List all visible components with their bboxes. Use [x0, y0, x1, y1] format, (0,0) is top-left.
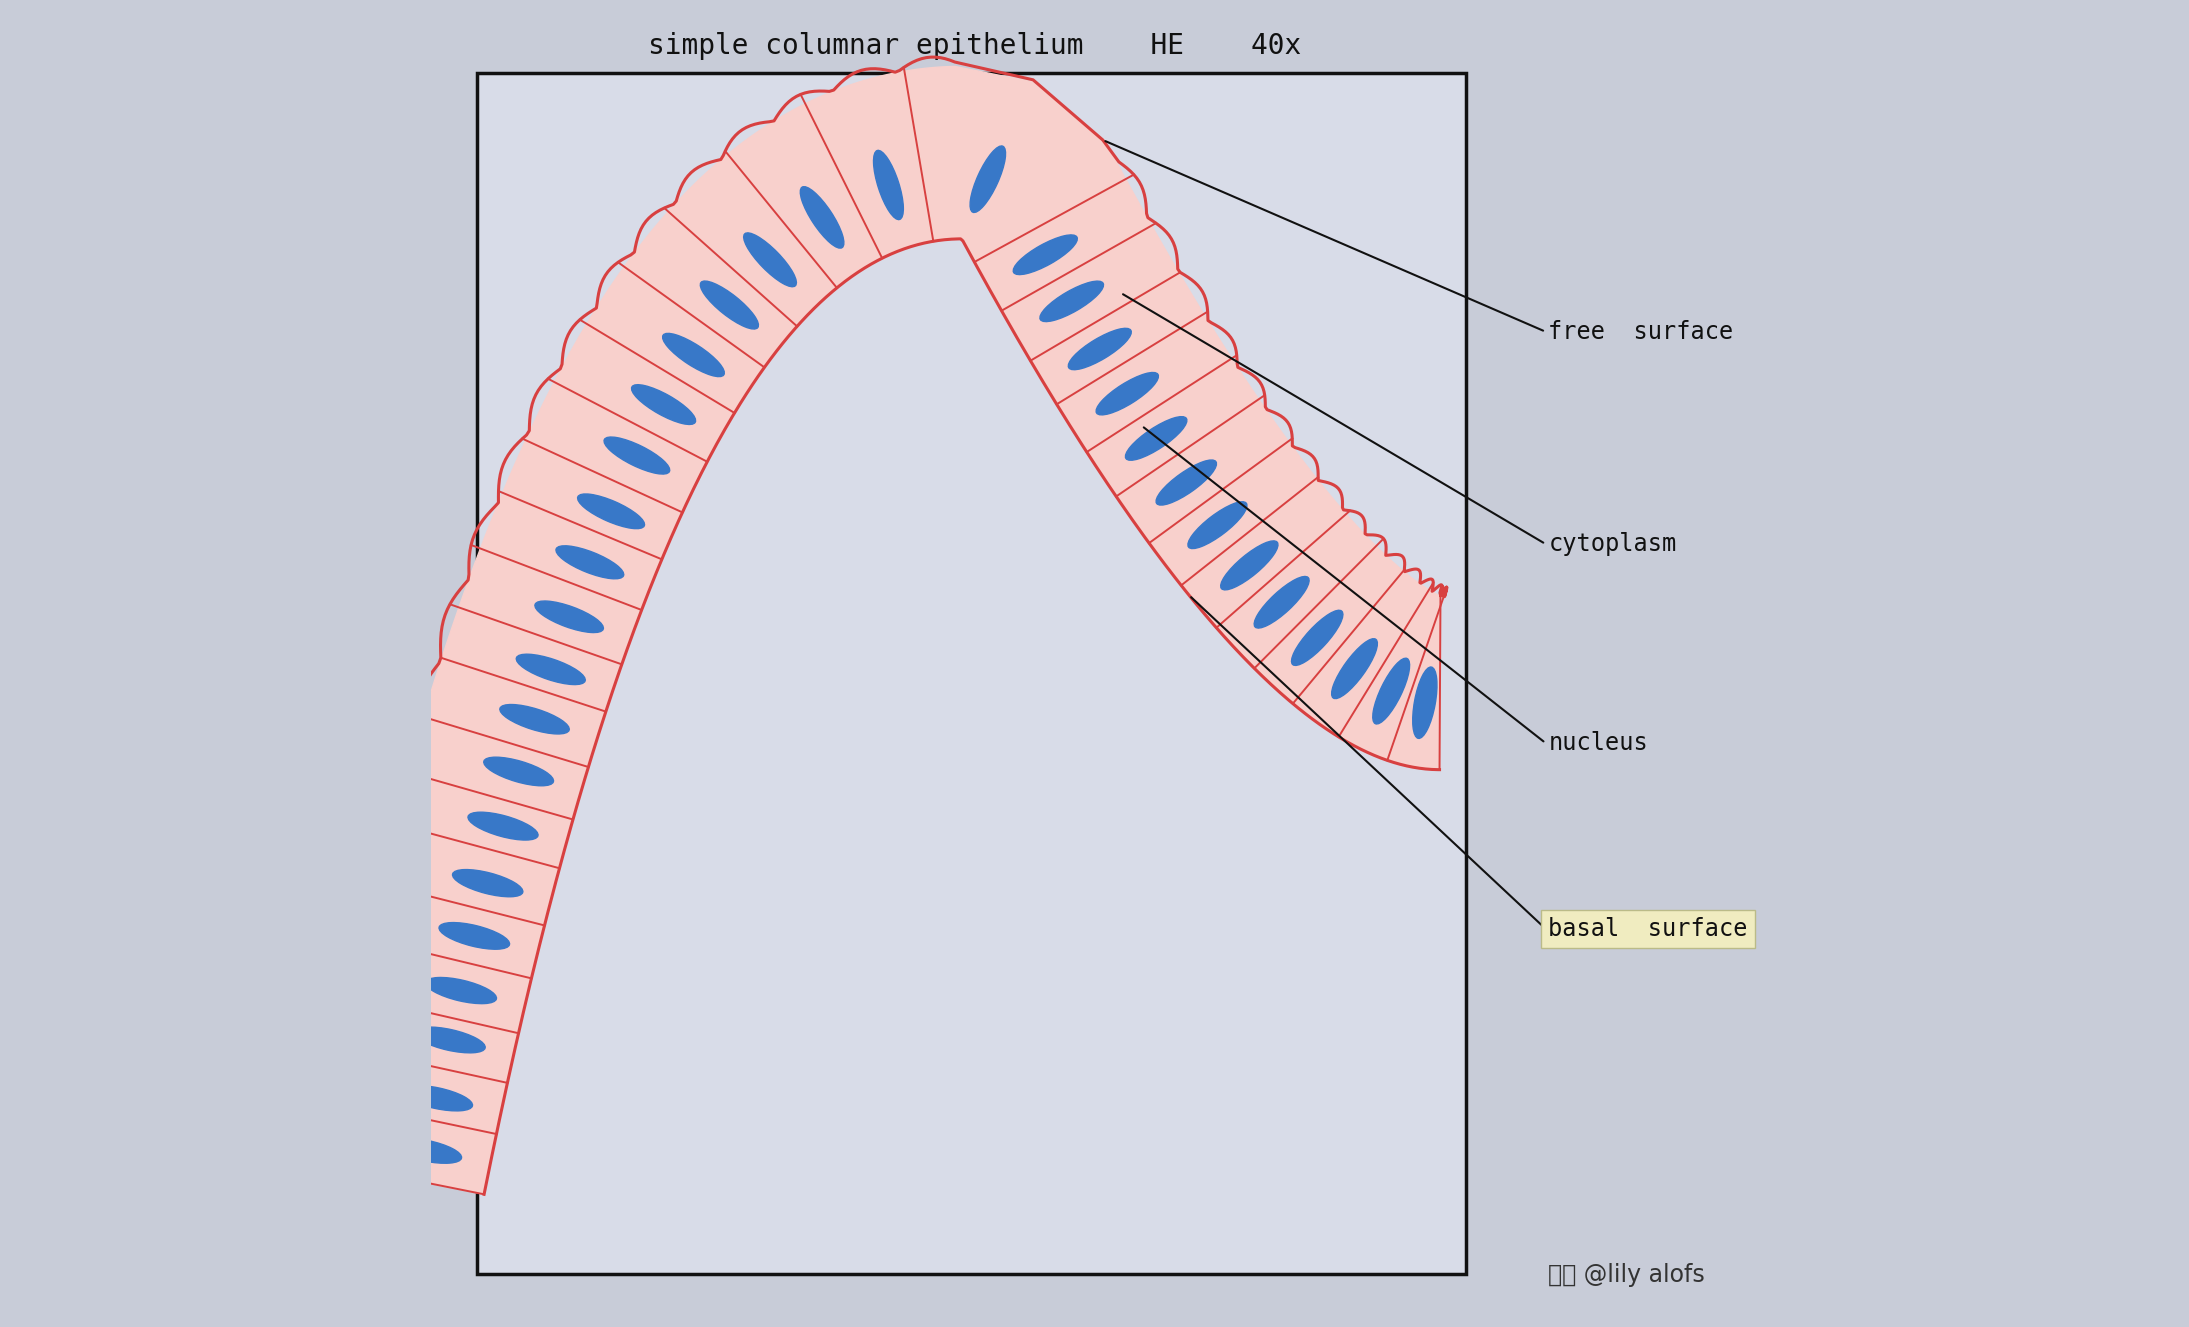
Ellipse shape [700, 281, 757, 329]
Bar [477, 73, 1467, 1274]
Ellipse shape [556, 545, 624, 579]
Ellipse shape [468, 812, 538, 840]
Ellipse shape [873, 150, 904, 219]
Ellipse shape [414, 1027, 486, 1052]
Ellipse shape [1331, 638, 1377, 698]
Ellipse shape [1014, 235, 1077, 275]
Text: nucleus: nucleus [1548, 731, 1648, 755]
Ellipse shape [1221, 541, 1278, 591]
Ellipse shape [1254, 576, 1309, 628]
Ellipse shape [801, 187, 845, 248]
Ellipse shape [1097, 373, 1158, 415]
Text: cytoplasm: cytoplasm [1548, 532, 1677, 556]
Ellipse shape [1156, 460, 1217, 506]
Text: simple columnar epithelium    HE    40x: simple columnar epithelium HE 40x [648, 32, 1302, 61]
Ellipse shape [744, 232, 797, 287]
Ellipse shape [663, 333, 725, 377]
Ellipse shape [1040, 281, 1103, 321]
Ellipse shape [1125, 417, 1186, 460]
Ellipse shape [427, 978, 497, 1003]
Ellipse shape [390, 1139, 462, 1164]
Ellipse shape [1373, 658, 1410, 725]
Ellipse shape [499, 705, 569, 734]
Ellipse shape [453, 869, 523, 897]
Ellipse shape [604, 437, 670, 474]
Ellipse shape [578, 494, 644, 528]
Text: basal  surface: basal surface [1548, 917, 1747, 941]
Text: 知乎 @lily alofs: 知乎 @lily alofs [1548, 1263, 1705, 1287]
Ellipse shape [1412, 667, 1436, 738]
Ellipse shape [440, 922, 510, 949]
Text: free  surface: free surface [1548, 320, 1734, 344]
Ellipse shape [534, 601, 604, 633]
Ellipse shape [1189, 502, 1248, 548]
Ellipse shape [633, 385, 696, 425]
Polygon shape [315, 66, 1445, 1194]
Ellipse shape [517, 654, 584, 685]
Ellipse shape [484, 758, 554, 786]
Ellipse shape [970, 146, 1005, 212]
Ellipse shape [1292, 610, 1342, 665]
Ellipse shape [401, 1085, 473, 1111]
Ellipse shape [1068, 328, 1132, 370]
